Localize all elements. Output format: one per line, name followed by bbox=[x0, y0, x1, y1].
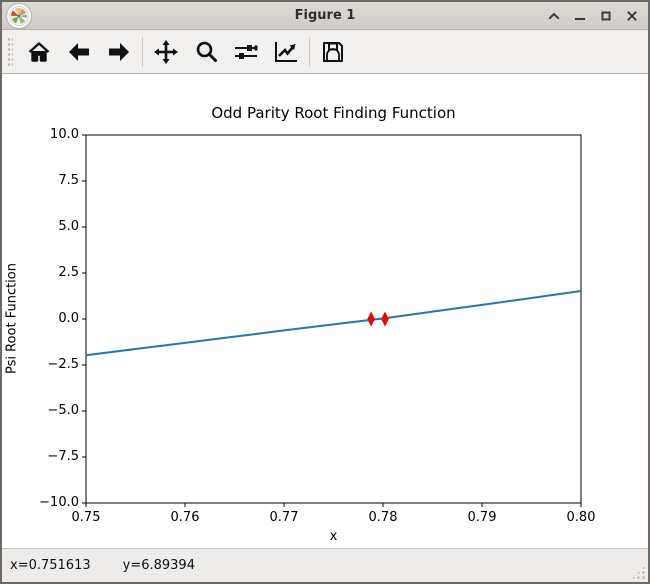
x-tick-label: 0.79 bbox=[467, 510, 497, 525]
y-tick-label: −2.5 bbox=[47, 357, 79, 372]
plot-area bbox=[82, 134, 582, 507]
toolbar-separator bbox=[309, 36, 310, 67]
magnifier-icon bbox=[194, 39, 219, 64]
y-tick-label: 7.5 bbox=[58, 173, 79, 188]
maximize-button[interactable] bbox=[598, 8, 614, 24]
close-button[interactable] bbox=[624, 8, 640, 24]
resize-grip-icon[interactable] bbox=[631, 565, 646, 580]
navigation-toolbar bbox=[2, 30, 648, 74]
x-tick-label: 0.76 bbox=[170, 510, 200, 525]
titlebar[interactable]: Figure 1 bbox=[2, 2, 648, 30]
y-tick-label: 0.0 bbox=[58, 311, 79, 326]
y-tick-label: 10.0 bbox=[50, 127, 79, 142]
floppy-disk-icon bbox=[321, 40, 345, 64]
chart-line-icon bbox=[273, 40, 299, 64]
toolbar-separator bbox=[142, 36, 143, 67]
home-icon bbox=[27, 40, 51, 64]
matplotlib-logo-icon bbox=[7, 4, 31, 28]
y-tick-label: −10.0 bbox=[39, 495, 79, 510]
sliders-icon bbox=[233, 40, 259, 64]
figure-canvas[interactable]: Odd Parity Root Finding Function Psi Roo… bbox=[2, 74, 648, 548]
configure-subplots-button[interactable] bbox=[226, 33, 266, 71]
edit-parameters-button[interactable] bbox=[266, 33, 306, 71]
toolbar-grip[interactable] bbox=[7, 36, 13, 67]
x-tick-label: 0.75 bbox=[71, 510, 101, 525]
y-tick-label: −5.0 bbox=[47, 403, 79, 418]
statusbar: x=0.751613 y=6.89394 bbox=[2, 548, 648, 582]
y-tick-label: −7.5 bbox=[47, 449, 79, 464]
shade-button[interactable] bbox=[546, 8, 562, 24]
window-controls bbox=[546, 2, 640, 30]
pan-button[interactable] bbox=[146, 33, 186, 71]
chart-title: Odd Parity Root Finding Function bbox=[211, 104, 456, 122]
y-tick-label: 5.0 bbox=[58, 219, 79, 234]
x-axis-label: x bbox=[329, 529, 338, 544]
x-tick-label: 0.78 bbox=[368, 510, 398, 525]
window-title: Figure 1 bbox=[294, 8, 356, 23]
back-arrow-icon bbox=[66, 40, 92, 64]
save-button[interactable] bbox=[313, 33, 353, 71]
cursor-x-readout: x=0.751613 bbox=[10, 558, 91, 573]
forward-arrow-icon bbox=[106, 40, 132, 64]
cursor-y-readout: y=6.89394 bbox=[122, 558, 195, 573]
forward-button[interactable] bbox=[99, 33, 139, 71]
pan-icon bbox=[153, 39, 179, 65]
zoom-button[interactable] bbox=[186, 33, 226, 71]
minimize-button[interactable] bbox=[572, 8, 588, 24]
y-tick-label: 2.5 bbox=[58, 265, 79, 280]
x-tick-label: 0.77 bbox=[269, 510, 299, 525]
home-button[interactable] bbox=[19, 33, 59, 71]
x-tick-label: 0.80 bbox=[566, 510, 596, 525]
back-button[interactable] bbox=[59, 33, 99, 71]
